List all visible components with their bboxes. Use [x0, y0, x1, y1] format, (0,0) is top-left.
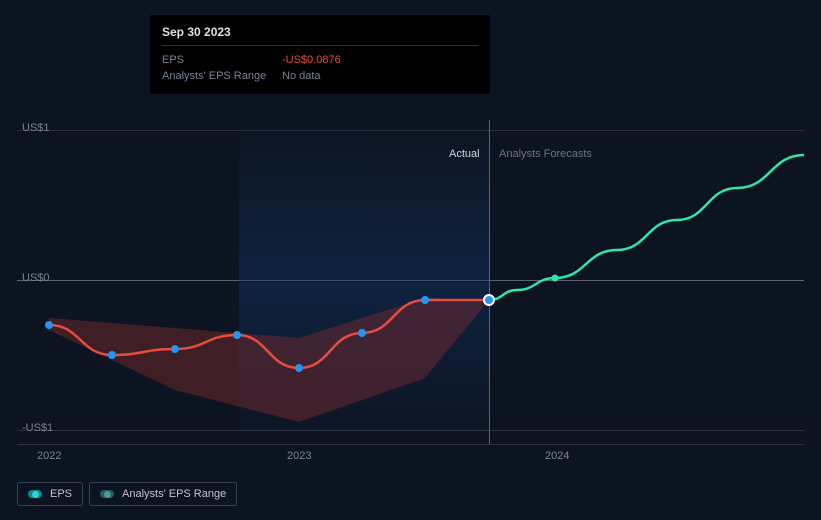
eps-marker[interactable] [421, 296, 429, 304]
tooltip-value: No data [282, 70, 321, 82]
eps-marker[interactable] [171, 345, 179, 353]
eps-chart[interactable] [17, 120, 804, 444]
tooltip-label: Analysts' EPS Range [162, 70, 282, 82]
eps-marker[interactable] [295, 364, 303, 372]
range-area [49, 298, 489, 422]
x-tick-label: 2023 [287, 450, 311, 462]
tooltip-row: Analysts' EPS Range No data [162, 68, 478, 84]
tooltip-row: EPS -US$0.0876 [162, 52, 478, 68]
forecast-markers [552, 275, 559, 282]
eps-marker[interactable] [45, 321, 53, 329]
eps-marker[interactable] [108, 351, 116, 359]
eps-marker[interactable] [484, 295, 494, 305]
legend-swatch-icon [28, 490, 42, 498]
legend-swatch-icon [100, 490, 114, 498]
legend-item-range[interactable]: Analysts' EPS Range [89, 482, 237, 506]
x-tick-label: 2022 [37, 450, 61, 462]
x-axis-line [17, 444, 804, 445]
tooltip-date: Sep 30 2023 [162, 25, 478, 46]
forecast-marker[interactable] [552, 275, 559, 282]
tooltip-label: EPS [162, 54, 282, 66]
legend-item-eps[interactable]: EPS [17, 482, 83, 506]
eps-marker[interactable] [358, 329, 366, 337]
x-tick-label: 2024 [545, 450, 569, 462]
tooltip-value: -US$0.0876 [282, 54, 341, 66]
legend: EPS Analysts' EPS Range [17, 482, 237, 506]
tooltip-box: Sep 30 2023 EPS -US$0.0876 Analysts' EPS… [150, 15, 490, 94]
forecast-eps-line [489, 155, 804, 300]
legend-label: Analysts' EPS Range [122, 488, 226, 500]
eps-marker[interactable] [233, 331, 241, 339]
legend-label: EPS [50, 488, 72, 500]
